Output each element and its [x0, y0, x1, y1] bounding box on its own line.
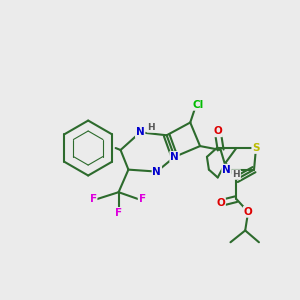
- Text: F: F: [115, 208, 122, 218]
- Text: N: N: [136, 127, 145, 137]
- Text: Cl: Cl: [193, 100, 204, 110]
- Text: O: O: [244, 207, 253, 217]
- Text: H: H: [232, 170, 240, 179]
- Text: O: O: [213, 126, 222, 136]
- Text: F: F: [139, 194, 146, 204]
- Text: N: N: [152, 167, 161, 177]
- Text: O: O: [216, 198, 225, 208]
- Text: N: N: [170, 152, 179, 162]
- Text: F: F: [89, 194, 97, 204]
- Text: N: N: [222, 165, 231, 175]
- Text: S: S: [252, 143, 260, 153]
- Text: H: H: [147, 123, 155, 132]
